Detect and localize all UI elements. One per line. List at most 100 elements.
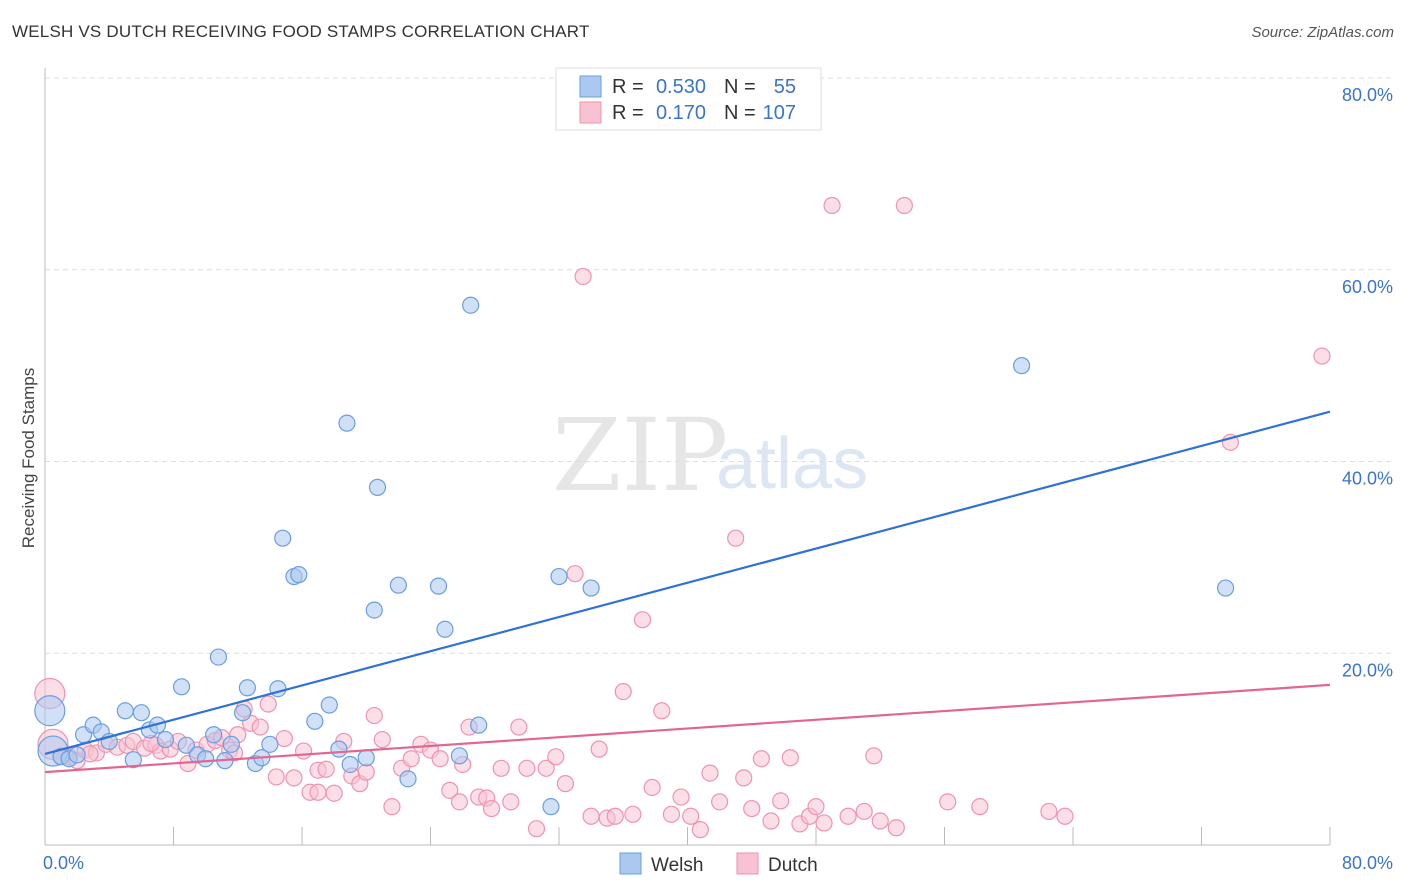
dutch-point	[492, 759, 510, 777]
source-label: Source: ZipAtlas.com	[1251, 24, 1394, 41]
welsh-point	[222, 735, 240, 753]
dutch-point	[855, 802, 873, 821]
welsh-r-value: 0.530	[656, 76, 706, 98]
welsh-bottom-swatch	[619, 852, 642, 875]
welsh-point	[34, 695, 66, 727]
dutch-point	[895, 196, 913, 215]
welsh-point	[68, 746, 86, 764]
dutch-point	[653, 702, 671, 720]
dutch-point	[325, 784, 343, 802]
dutch-point	[606, 807, 624, 825]
dutch-point	[839, 807, 857, 825]
dutch-point	[251, 718, 269, 736]
dutch-r-label: R =	[612, 102, 644, 124]
watermark-zip: ZIP	[552, 397, 728, 514]
welsh-point	[462, 296, 480, 314]
welsh-point	[330, 740, 348, 758]
dutch-point	[743, 799, 761, 818]
welsh-point	[582, 579, 600, 597]
x-tick-label: 80.0%	[1342, 853, 1393, 873]
dutch-point	[762, 812, 780, 830]
welsh-trend-line	[44, 410, 1331, 755]
dutch-r-value: 0.170	[656, 102, 706, 124]
dutch-point	[772, 792, 790, 810]
welsh-point	[172, 678, 191, 696]
welsh-point	[429, 577, 448, 595]
welsh-point	[365, 601, 383, 619]
dutch-point	[643, 778, 661, 797]
welsh-point	[338, 414, 356, 432]
welsh-point	[1012, 357, 1031, 375]
dutch-point	[633, 611, 652, 629]
dutch-point	[1040, 802, 1058, 821]
welsh-point	[550, 567, 568, 586]
dutch-point	[285, 769, 303, 787]
watermark-atlas: atlas	[716, 424, 868, 504]
dutch-point	[547, 748, 565, 766]
welsh-legend-label: Welsh	[651, 855, 703, 876]
trend-lines	[44, 410, 1331, 774]
dutch-point	[566, 565, 584, 583]
dutch-point	[815, 814, 833, 832]
welsh-point	[274, 529, 292, 547]
welsh-point	[368, 478, 387, 496]
gridlines	[45, 77, 1392, 654]
dutch-point	[590, 740, 608, 758]
dutch-point	[614, 682, 632, 701]
dutch-point	[887, 819, 905, 837]
dutch-point	[1313, 347, 1331, 365]
tick-labels: 20.0% 40.0% 60.0% 80.0% 0.0% 80.0%	[43, 85, 1393, 873]
dutch-point	[582, 807, 600, 825]
x-tick-label: 0.0%	[43, 853, 84, 873]
dutch-point	[556, 775, 575, 793]
dutch-point	[672, 788, 690, 806]
welsh-point	[320, 696, 338, 714]
dutch-point	[727, 529, 745, 547]
dutch-legend-label: Dutch	[768, 855, 818, 876]
dutch-point	[939, 793, 957, 811]
dutch-point	[691, 821, 709, 839]
dutch-point	[267, 768, 285, 786]
dutch-point	[871, 812, 889, 830]
dutch-point	[450, 793, 469, 811]
y-axis-label: Receiving Food Stamps	[19, 368, 38, 548]
dutch-point	[295, 742, 313, 760]
welsh-point	[197, 750, 215, 768]
dutch-trend-line	[44, 683, 1331, 774]
dutch-point	[624, 805, 642, 823]
dutch-bottom-swatch	[736, 852, 759, 875]
dutch-legend-swatch	[579, 101, 602, 124]
stats-legend: R = 0.530 N = 55 R = 0.170 N = 107	[555, 67, 822, 131]
dutch-point	[259, 695, 277, 713]
welsh-point	[389, 576, 407, 594]
welsh-point	[156, 730, 175, 749]
dutch-n-label: N =	[724, 102, 756, 124]
welsh-point	[450, 747, 469, 765]
dutch-point	[431, 750, 449, 768]
dutch-point	[373, 730, 391, 749]
dutch-point	[807, 798, 825, 816]
welsh-point	[205, 726, 223, 744]
dutch-point	[823, 196, 841, 215]
welsh-r-label: R =	[612, 76, 644, 98]
welsh-point	[1216, 579, 1235, 597]
dutch-point	[275, 729, 293, 748]
welsh-points	[34, 296, 1235, 816]
welsh-point	[124, 751, 142, 769]
y-tick-label: 80.0%	[1342, 85, 1393, 105]
dutch-n-value: 107	[763, 102, 796, 124]
welsh-point	[177, 736, 195, 754]
dutch-point	[383, 798, 401, 816]
welsh-point	[436, 620, 454, 638]
dutch-point	[752, 750, 770, 768]
welsh-point	[399, 770, 417, 788]
dutch-point	[711, 793, 729, 811]
dutch-point	[537, 759, 555, 777]
welsh-point	[357, 749, 375, 767]
dutch-point	[357, 763, 375, 781]
dutch-point	[317, 760, 335, 778]
welsh-point	[209, 648, 228, 666]
y-tick-label: 20.0%	[1342, 660, 1393, 680]
dutch-point	[682, 807, 700, 825]
